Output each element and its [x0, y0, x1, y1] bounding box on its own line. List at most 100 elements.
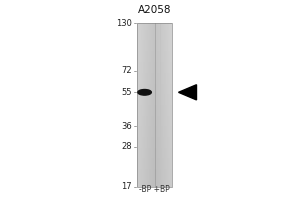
Bar — [136, 171, 172, 172]
Bar — [136, 121, 172, 122]
Bar — [136, 28, 172, 29]
Bar — [168, 23, 169, 187]
Bar — [136, 102, 172, 103]
Bar — [136, 140, 172, 141]
Bar — [136, 156, 172, 157]
Bar — [136, 169, 172, 170]
Bar — [144, 23, 145, 187]
Bar — [136, 84, 172, 85]
Bar — [136, 185, 172, 186]
Bar — [136, 172, 172, 173]
Bar — [136, 127, 172, 128]
Text: 72: 72 — [122, 66, 132, 75]
Bar — [136, 107, 172, 108]
Bar — [136, 29, 172, 30]
Bar — [136, 46, 172, 47]
Bar — [136, 153, 172, 154]
Bar — [136, 35, 172, 36]
Bar — [136, 100, 172, 101]
Bar — [136, 126, 172, 127]
Bar — [136, 47, 172, 48]
Bar — [136, 32, 172, 33]
Bar — [136, 132, 172, 133]
Bar — [136, 55, 172, 56]
Bar — [149, 23, 150, 187]
Bar — [136, 86, 172, 87]
Bar — [148, 23, 149, 187]
Bar — [136, 148, 172, 149]
Bar — [136, 89, 172, 90]
Bar — [136, 168, 172, 169]
Bar — [169, 23, 170, 187]
Bar — [136, 105, 172, 106]
Bar — [136, 33, 172, 34]
Bar — [136, 108, 172, 109]
Bar — [170, 23, 171, 187]
Bar — [136, 135, 172, 136]
Bar — [136, 161, 172, 162]
Bar — [136, 31, 172, 32]
Bar — [136, 69, 172, 70]
Bar — [136, 60, 172, 61]
Bar — [136, 82, 172, 83]
Bar — [136, 118, 172, 119]
Bar — [136, 45, 172, 46]
Text: 17: 17 — [122, 182, 132, 191]
Bar — [136, 52, 172, 53]
Bar — [136, 101, 172, 102]
Bar — [136, 123, 172, 124]
Bar — [136, 53, 172, 54]
Bar — [136, 114, 172, 115]
Bar — [136, 76, 172, 77]
Bar — [136, 157, 172, 158]
Bar — [136, 177, 172, 178]
Bar — [136, 141, 172, 142]
Bar — [136, 165, 172, 166]
Bar — [136, 39, 172, 40]
Bar — [136, 58, 172, 59]
Bar — [136, 151, 172, 152]
Bar — [136, 164, 172, 165]
Bar — [136, 77, 172, 78]
Bar — [136, 78, 172, 79]
Bar — [136, 96, 172, 97]
Bar — [151, 23, 152, 187]
Bar — [136, 65, 172, 66]
Bar — [136, 149, 172, 150]
Bar — [154, 23, 155, 187]
Bar — [136, 23, 172, 187]
Bar — [136, 93, 172, 94]
Bar — [136, 62, 172, 63]
Bar — [137, 23, 138, 187]
Bar — [136, 88, 172, 89]
Bar — [136, 103, 172, 104]
Bar — [136, 38, 172, 39]
Bar — [136, 155, 172, 156]
Bar — [146, 23, 147, 187]
Text: 55: 55 — [122, 88, 132, 97]
Bar — [136, 61, 172, 62]
Text: 28: 28 — [122, 142, 132, 151]
Bar — [136, 159, 172, 160]
Bar — [171, 23, 172, 187]
Bar — [136, 136, 172, 137]
Bar — [136, 113, 172, 114]
Bar — [136, 41, 172, 42]
Bar — [136, 110, 172, 111]
Bar — [136, 23, 137, 187]
Bar — [136, 131, 172, 132]
Bar — [143, 23, 144, 187]
Bar — [136, 178, 172, 179]
Text: A2058: A2058 — [138, 5, 171, 15]
Bar — [153, 23, 154, 187]
Bar — [136, 72, 172, 73]
Bar — [136, 70, 172, 71]
Bar — [164, 23, 165, 187]
Bar — [136, 30, 172, 31]
Bar — [136, 152, 172, 153]
Text: 130: 130 — [116, 19, 132, 28]
Bar — [136, 56, 172, 57]
Bar — [136, 116, 172, 117]
Bar — [136, 137, 172, 138]
Bar — [156, 23, 157, 187]
